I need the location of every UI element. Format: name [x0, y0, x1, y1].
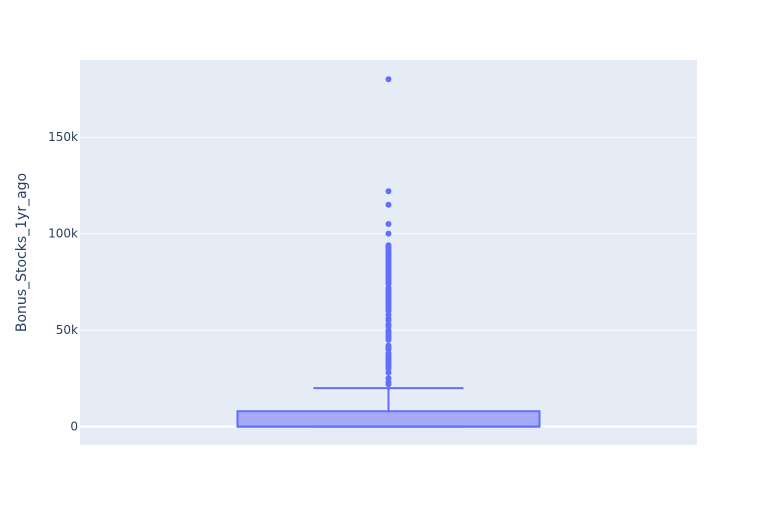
y-tick-label: 50k: [56, 323, 78, 337]
y-tick-labels: 0 50k 100k 150k: [48, 130, 78, 433]
outlier-point[interactable]: [385, 230, 392, 237]
outlier-point[interactable]: [385, 201, 392, 208]
y-axis-title: Bonus_Stocks_1yr_ago: [14, 173, 30, 332]
outlier-point[interactable]: [385, 242, 392, 249]
outlier-point[interactable]: [385, 76, 392, 83]
outlier-point[interactable]: [385, 221, 392, 228]
outlier-point[interactable]: [385, 188, 392, 195]
y-tick-label: 100k: [48, 227, 78, 241]
outlier-point[interactable]: [385, 375, 392, 382]
outlier-point[interactable]: [385, 342, 392, 349]
box-trace[interactable]: [236, 387, 541, 428]
box-iqr[interactable]: [236, 410, 541, 428]
outlier-points[interactable]: [385, 76, 392, 388]
y-tick-label: 150k: [48, 130, 78, 144]
y-tick-label: 0: [70, 420, 78, 434]
